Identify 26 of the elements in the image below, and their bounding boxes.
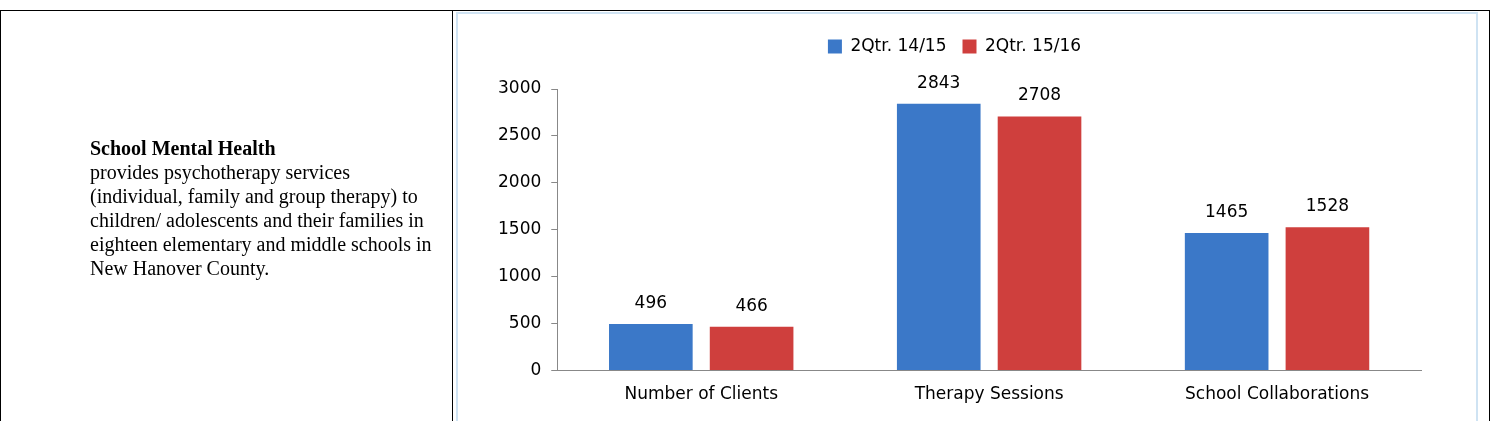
data-label: 496 <box>634 291 668 312</box>
x-tick-label: Therapy Sessions <box>913 383 1064 404</box>
y-tick-label: 500 <box>508 312 542 333</box>
bar <box>1285 227 1370 371</box>
y-tick-label: 1500 <box>498 218 542 239</box>
data-label: 2843 <box>917 71 961 92</box>
x-tick-label: Number of Clients <box>624 383 779 404</box>
data-label: 466 <box>735 294 768 315</box>
y-tick-label: 0 <box>530 359 542 380</box>
data-label: 1528 <box>1305 195 1350 216</box>
bar <box>709 326 794 371</box>
text: School Mental Health <box>90 137 276 159</box>
data-label: 2708 <box>1017 84 1062 105</box>
text: provides psychotherapy services (individual, family and group therapy) to children/ adolescents and their families in eighteen elementary and middle schools in New Hanover County. <box>90 161 432 279</box>
bar <box>997 116 1082 371</box>
bar <box>896 103 981 371</box>
data-label: 1465 <box>1205 201 1249 222</box>
legend-label: 2Qtr. 14/15 <box>850 34 947 55</box>
y-tick-label: 3000 <box>498 77 542 98</box>
y-tick-label: 1000 <box>498 265 542 286</box>
legend-label: 2Qtr. 15/16 <box>985 34 1082 55</box>
bar <box>1184 233 1269 371</box>
y-tick-label: 2500 <box>498 124 542 145</box>
x-tick-label: School Collaborations <box>1185 383 1370 404</box>
bar <box>609 324 693 371</box>
y-tick-label: 2000 <box>498 171 542 192</box>
